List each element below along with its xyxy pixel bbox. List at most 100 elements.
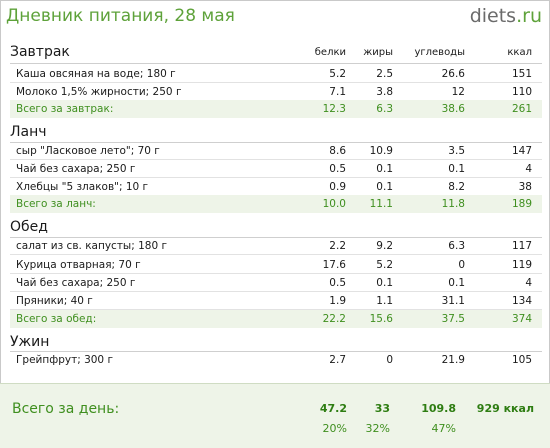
column-header-carbs: углеводы: [414, 47, 465, 58]
fat-value: 3.8: [376, 86, 393, 98]
food-name: Каша овсяная на воде; 180 г: [16, 68, 176, 80]
carbs-value: 0.1: [448, 163, 465, 175]
kcal-value: 147: [511, 145, 532, 157]
day-fat-total: 33: [374, 402, 390, 415]
kcal-total: 189: [511, 198, 532, 210]
fat-value: 0: [386, 354, 393, 366]
food-row: Каша овсяная на воде; 180 г 5.2 2.5 26.6…: [10, 65, 542, 83]
carbs-total: 38.6: [441, 103, 465, 115]
fat-value: 10.9: [369, 145, 393, 157]
section-total-row: Всего за обед: 22.2 15.6 37.5 374: [10, 310, 542, 328]
kcal-value: 38: [518, 181, 532, 193]
column-header-protein: белки: [314, 47, 346, 58]
food-row: Чай без сахара; 250 г 0.5 0.1 0.1 4: [10, 160, 542, 178]
kcal-value: 117: [511, 240, 532, 252]
day-carbs-total: 109.8: [421, 402, 456, 415]
row-divider: [10, 291, 542, 292]
food-row: Пряники; 40 г 1.9 1.1 31.1 134: [10, 292, 542, 310]
carbs-value: 0: [458, 259, 465, 271]
section-title-dinner: Обед: [10, 219, 48, 235]
protein-total: 12.3: [322, 103, 346, 115]
protein-total: 22.2: [322, 313, 346, 325]
row-divider: [10, 159, 542, 160]
day-carbs-percent: 47%: [431, 422, 456, 435]
protein-value: 8.6: [329, 145, 346, 157]
page-title: Дневник питания, 28 мая: [6, 6, 235, 26]
total-label: Всего за обед:: [16, 313, 97, 325]
fat-total: 11.1: [369, 198, 393, 210]
kcal-value: 110: [511, 86, 532, 98]
fat-value: 2.5: [376, 68, 393, 80]
kcal-value: 119: [511, 259, 532, 271]
food-row: Чай без сахара; 250 г 0.5 0.1 0.1 4: [10, 274, 542, 292]
food-name: Грейпфрут; 300 г: [16, 354, 113, 366]
food-name: Молоко 1,5% жирности; 250 г: [16, 86, 182, 98]
kcal-total: 261: [511, 103, 532, 115]
food-row: Курица отварная; 70 г 17.6 5.2 0 119: [10, 256, 542, 274]
section-divider: [10, 237, 542, 238]
food-name: Хлебцы "5 злаков"; 10 г: [16, 181, 149, 193]
day-fat-percent: 32%: [365, 422, 390, 435]
carbs-total: 11.8: [441, 198, 465, 210]
section-title-breakfast: Завтрак: [10, 44, 70, 60]
food-row: Хлебцы "5 злаков"; 10 г 0.9 0.1 8.2 38: [10, 178, 542, 196]
section-title-lunch: Ланч: [10, 124, 47, 140]
carbs-value: 6.3: [448, 240, 465, 252]
day-protein-percent: 20%: [322, 422, 347, 435]
food-name: сыр "Ласковое лето"; 70 г: [16, 145, 160, 157]
section-divider: [10, 351, 542, 352]
day-total-panel: Всего за день: 47.2 33 109.8 929 ккал 20…: [0, 383, 550, 448]
fat-value: 0.1: [376, 163, 393, 175]
site-logo[interactable]: diets.ru: [470, 5, 542, 27]
fat-value: 9.2: [376, 240, 393, 252]
section-total-row: Всего за завтрак: 12.3 6.3 38.6 261: [10, 100, 542, 118]
section-total-row: Всего за ланч: 10.0 11.1 11.8 189: [10, 195, 542, 213]
row-divider: [10, 254, 542, 255]
protein-total: 10.0: [322, 198, 346, 210]
fat-value: 0.1: [376, 181, 393, 193]
kcal-total: 374: [511, 313, 532, 325]
fat-value: 5.2: [376, 259, 393, 271]
fat-total: 15.6: [369, 313, 393, 325]
section-divider: [10, 142, 542, 143]
row-divider: [10, 273, 542, 274]
day-protein-total: 47.2: [319, 402, 347, 415]
logo-main: diets: [469, 5, 517, 27]
row-divider: [10, 177, 542, 178]
page-header: Дневник питания, 28 мая diets.ru: [0, 0, 550, 36]
total-label: Всего за ланч:: [16, 198, 96, 210]
protein-value: 17.6: [322, 259, 346, 271]
kcal-value: 4: [525, 163, 532, 175]
carbs-value: 21.9: [441, 354, 465, 366]
logo-tld: .ru: [516, 5, 542, 27]
protein-value: 0.5: [329, 277, 346, 289]
protein-value: 5.2: [329, 68, 346, 80]
carbs-value: 3.5: [448, 145, 465, 157]
column-header-kcal: ккал: [507, 47, 532, 58]
day-total-label: Всего за день:: [12, 401, 120, 417]
section-divider: [10, 63, 542, 64]
food-name: Курица отварная; 70 г: [16, 259, 141, 271]
kcal-value: 105: [511, 354, 532, 366]
food-name: Пряники; 40 г: [16, 295, 93, 307]
protein-value: 2.7: [329, 354, 346, 366]
food-name: салат из св. капусты; 180 г: [16, 240, 167, 252]
protein-value: 7.1: [329, 86, 346, 98]
carbs-value: 0.1: [448, 277, 465, 289]
total-label: Всего за завтрак:: [16, 103, 114, 115]
day-kcal-total: 929 ккал: [476, 402, 534, 415]
carbs-value: 31.1: [441, 295, 465, 307]
column-header-fat: жиры: [363, 47, 393, 58]
food-row: салат из св. капусты; 180 г 2.2 9.2 6.3 …: [10, 237, 542, 255]
kcal-value: 134: [511, 295, 532, 307]
fat-total: 6.3: [376, 103, 393, 115]
food-name: Чай без сахара; 250 г: [16, 163, 136, 175]
carbs-value: 12: [451, 86, 465, 98]
row-divider: [10, 309, 542, 310]
carbs-total: 37.5: [441, 313, 465, 325]
protein-value: 0.9: [329, 181, 346, 193]
protein-value: 2.2: [329, 240, 346, 252]
food-row: Грейпфрут; 300 г 2.7 0 21.9 105: [10, 351, 542, 369]
food-row: сыр "Ласковое лето"; 70 г 8.6 10.9 3.5 1…: [10, 142, 542, 160]
food-row: Молоко 1,5% жирности; 250 г 7.1 3.8 12 1…: [10, 83, 542, 101]
